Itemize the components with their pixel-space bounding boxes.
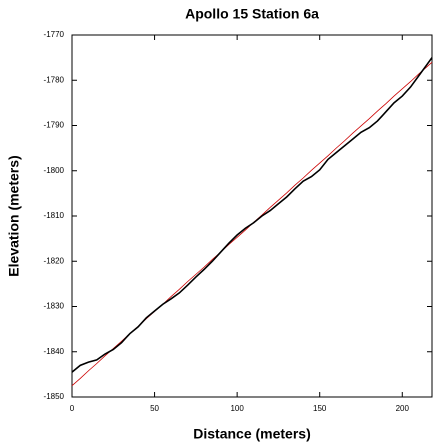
y-tick-label: -1770	[44, 30, 65, 39]
series-line	[71, 57, 433, 373]
y-tick-label: -1800	[44, 166, 65, 175]
x-tick-label: 100	[230, 404, 244, 413]
x-tick-label: 0	[70, 404, 75, 413]
y-tick-label: -1810	[44, 211, 65, 220]
y-tick-label: -1780	[44, 75, 65, 84]
plot-frame	[71, 34, 433, 398]
y-tick-label: -1840	[44, 347, 65, 356]
y-tick-label: -1850	[44, 392, 65, 401]
y-axis-label: Elevation (meters)	[6, 155, 22, 276]
x-tick-label: 200	[396, 404, 410, 413]
y-tick-label: -1830	[44, 302, 65, 311]
y-tick-label: -1820	[44, 256, 65, 265]
x-tick-label: 50	[150, 404, 159, 413]
chart-title: Apollo 15 Station 6a	[185, 6, 319, 22]
x-tick-label: 150	[313, 404, 327, 413]
x-axis-label: Distance (meters)	[193, 426, 311, 442]
y-tick-label: -1790	[44, 121, 65, 130]
